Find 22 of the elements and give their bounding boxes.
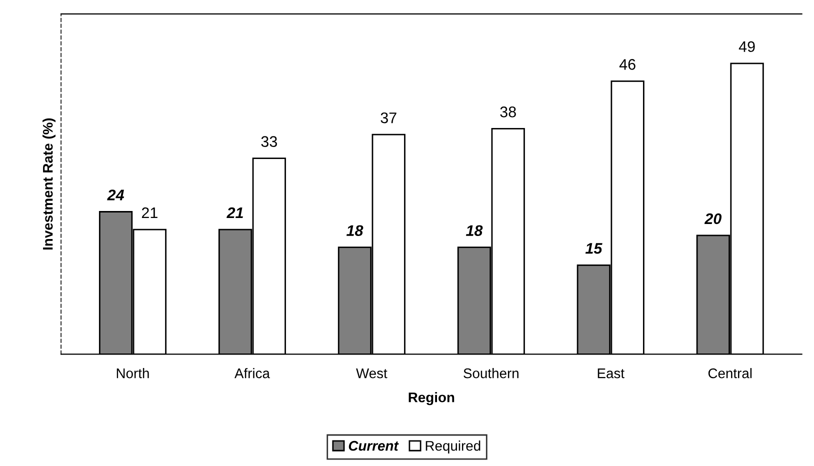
x-tick-label: West — [356, 368, 388, 378]
data-label: 46 — [619, 59, 636, 70]
data-label: 18 — [346, 225, 364, 236]
legend-label: Current — [348, 440, 399, 451]
x-tick-label: East — [598, 368, 624, 378]
data-label: 37 — [380, 112, 396, 124]
data-label: 33 — [261, 136, 277, 147]
data-label: 18 — [466, 225, 483, 236]
x-tick-label: Southern — [464, 368, 518, 378]
x-tick-label: Africa — [234, 368, 270, 378]
data-label: 38 — [500, 106, 516, 118]
x-tick-label: Central — [708, 368, 752, 378]
x-tick-label: North — [116, 368, 149, 378]
x-axis-title: Region — [408, 392, 454, 406]
data-label: 21 — [142, 207, 158, 218]
data-label: 24 — [107, 190, 124, 200]
data-label: 21 — [226, 207, 243, 218]
data-label: 20 — [704, 213, 722, 224]
data-label: 49 — [738, 41, 755, 52]
y-axis-title: Investment Rate (%) — [42, 118, 56, 250]
legend-label: Required — [426, 440, 480, 454]
data-label: 15 — [585, 243, 602, 254]
